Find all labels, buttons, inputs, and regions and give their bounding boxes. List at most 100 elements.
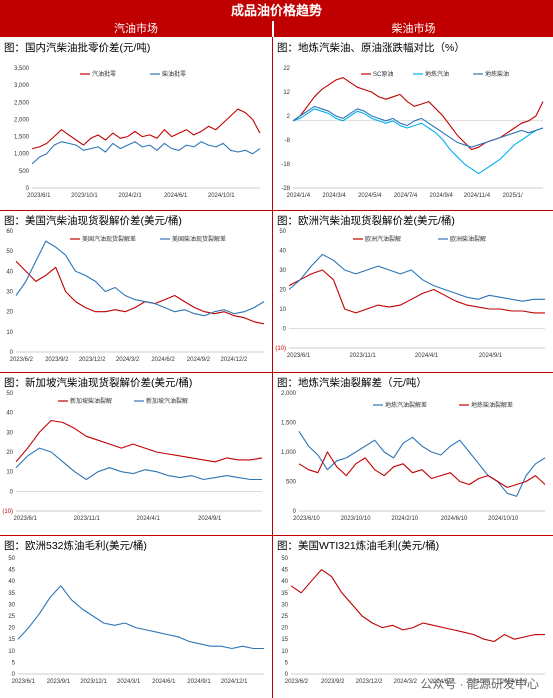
y-tick-label: 20 (8, 626, 15, 632)
y-tick-label: 500 (286, 480, 297, 486)
x-tick-label: 2023/12/2 (356, 679, 383, 685)
y-tick-label: 35 (8, 591, 15, 597)
y-tick-label: 0 (285, 672, 289, 678)
y-tick-label: -18 (281, 162, 290, 168)
y-tick-label: 50 (6, 249, 13, 255)
y-tick-label: 22 (283, 66, 290, 72)
y-tick-label: 20 (6, 450, 13, 456)
y-tick-label: 50 (6, 391, 13, 397)
x-tick-label: 2024/1/4 (287, 193, 311, 199)
y-tick-label: 3,000 (14, 83, 30, 89)
x-tick-label: 2024/4/1 (415, 353, 439, 359)
y-tick-label: -8 (285, 138, 291, 144)
y-tick-label: 1,500 (14, 135, 30, 141)
x-tick-label: 2023/11/1 (349, 353, 376, 359)
chart-svg: (10) 0 10 20 30 40 50 2023/6/1 2023/11/1 2024/4/1… (275, 229, 545, 359)
chart-panel-us-wti321-margin: 图：美国WTI321炼油毛利(美元/桶) 0 5 10 15 20 25 30 35 40 45 50… (273, 536, 553, 698)
y-tick-label: (10) (2, 509, 13, 515)
chart-panel-local-refinery-change: 图：地炼汽柴油、原油涨跌幅对比（%） -28 -18 -8 2 12 22 2024/1/4 2… (273, 38, 553, 210)
chart-title: 图：地炼汽柴油裂解差（元/吨） (277, 377, 427, 389)
y-tick-label: 2,000 (14, 117, 30, 123)
legend-label: 美国柴油现货裂解差 (172, 235, 226, 243)
legend-label: 柴油批零 (162, 70, 186, 78)
chart-title: 图：美国WTI321炼油毛利(美元/桶) (277, 540, 440, 552)
y-tick-label: 20 (6, 310, 13, 316)
legend-label: 欧洲汽油裂解 (365, 235, 401, 243)
x-tick-label: 2024/2/1 (118, 193, 142, 199)
chart-title: 图：新加坡汽柴油现货裂解价差(美元/桶) (4, 377, 193, 389)
x-tick-label: 2024/3/2 (116, 357, 140, 363)
y-tick-label: 10 (281, 649, 288, 655)
series-line-0 (288, 269, 545, 314)
y-tick-label: 2,000 (281, 391, 297, 397)
row-divider-3 (0, 535, 553, 536)
x-tick-label: 2024/9/2 (187, 357, 211, 363)
legend-label: 欧洲柴油裂解 (450, 235, 486, 243)
chart-panel-singapore-crack-spread: 图：新加坡汽柴油现货裂解价差(美元/桶) (10) 0 10 20 30 40 50 2023/… (0, 373, 272, 535)
y-tick-label: 25 (8, 614, 15, 620)
y-tick-label: 30 (6, 290, 13, 296)
x-tick-label: 2024/7/4 (394, 193, 418, 199)
y-tick-label: 15 (281, 637, 288, 643)
series-line-0 (292, 77, 544, 151)
y-tick-label: 35 (281, 591, 288, 597)
x-tick-label: 2024/6/2 (151, 357, 175, 363)
series-line-0 (31, 108, 261, 150)
x-tick-label: 2024/9/1 (187, 679, 211, 685)
x-tick-label: 2023/10/1 (71, 193, 98, 199)
x-tick-label: 2024/6/10 (441, 516, 468, 522)
x-tick-label: 2024/11/4 (464, 193, 491, 199)
legend-label: 汽油批零 (92, 70, 116, 78)
chart-title: 图：欧洲532炼油毛利(美元/桶) (4, 540, 147, 552)
y-tick-label: 45 (281, 568, 288, 574)
x-tick-label: 2023/9/1 (47, 679, 71, 685)
legend-label: 美国汽油现货裂解差 (82, 235, 136, 243)
legend-label: 地炼汽油裂解差 (385, 401, 427, 409)
chart-svg: 0 5 10 15 20 25 30 35 40 45 50 2023/6/2 2023/9/2 2023… (281, 556, 545, 685)
series-line-0 (17, 585, 264, 650)
y-tick-label: 15 (8, 637, 15, 643)
y-tick-label: 40 (281, 579, 288, 585)
chart-panel-europe-crack-spread: 图：欧洲汽柴油现货裂解价差(美元/桶) (10) 0 10 20 30 40 50 2023/6… (273, 211, 553, 372)
y-tick-label: 30 (6, 430, 13, 436)
y-tick-label: 500 (19, 169, 30, 175)
series-line-0 (15, 260, 265, 325)
y-tick-label: 50 (281, 556, 288, 562)
series-line-1 (298, 451, 546, 488)
y-tick-label: 45 (8, 568, 15, 574)
x-tick-label: 2023/6/1 (14, 516, 38, 522)
y-tick-label: 0 (283, 327, 287, 333)
series-line-1 (15, 240, 265, 317)
y-tick-label: 5 (285, 660, 289, 666)
legend-label: 地炼柴油 (485, 70, 509, 78)
column-divider (272, 37, 273, 698)
x-tick-label: 2024/3/4 (322, 193, 346, 199)
y-tick-label: 1,500 (281, 421, 297, 427)
y-tick-label: 0 (293, 509, 297, 515)
y-tick-label: 1,000 (14, 152, 30, 158)
series-line-1 (288, 253, 545, 302)
row-divider-1 (0, 210, 553, 211)
x-tick-label: 2024/12/2 (221, 357, 248, 363)
x-tick-label: 2023/6/10 (293, 516, 320, 522)
y-tick-label: 20 (279, 288, 286, 294)
series-line-0 (15, 419, 263, 463)
y-tick-label: 25 (281, 614, 288, 620)
y-tick-label: 1,000 (281, 450, 297, 456)
y-tick-label: 0 (26, 186, 30, 192)
x-tick-label: 2024/6/1 (164, 193, 188, 199)
x-tick-label: 2023/6/1 (27, 193, 51, 199)
y-tick-label: 30 (8, 602, 15, 608)
chart-svg: (10) 0 10 20 30 40 50 2023/6/1 2023/11/1 2024/4/1… (2, 391, 263, 522)
x-tick-label: 2023/6/2 (10, 357, 34, 363)
chart-title: 图：欧洲汽柴油现货裂解价差(美元/桶) (277, 215, 455, 227)
y-tick-label: (10) (275, 346, 286, 352)
chart-panel-europe-532-margin: 图：欧洲532炼油毛利(美元/桶) 0 5 10 15 20 25 30 35 40 45 50 202… (0, 536, 272, 698)
chart-panel-domestic-retail-spread: 图：国内汽柴油批零价差(元/吨) 0 500 1,000 1,500 2,000 2,500… (0, 38, 272, 210)
x-tick-label: 2024/9/1 (198, 516, 222, 522)
y-tick-label: 10 (8, 649, 15, 655)
y-tick-label: 10 (6, 330, 13, 336)
chart-svg: 0 500 1,000 1,500 2,000 2023/6/10 2023/10/10 20… (281, 391, 546, 522)
y-tick-label: 0 (10, 350, 14, 356)
y-tick-label: 50 (279, 229, 286, 235)
